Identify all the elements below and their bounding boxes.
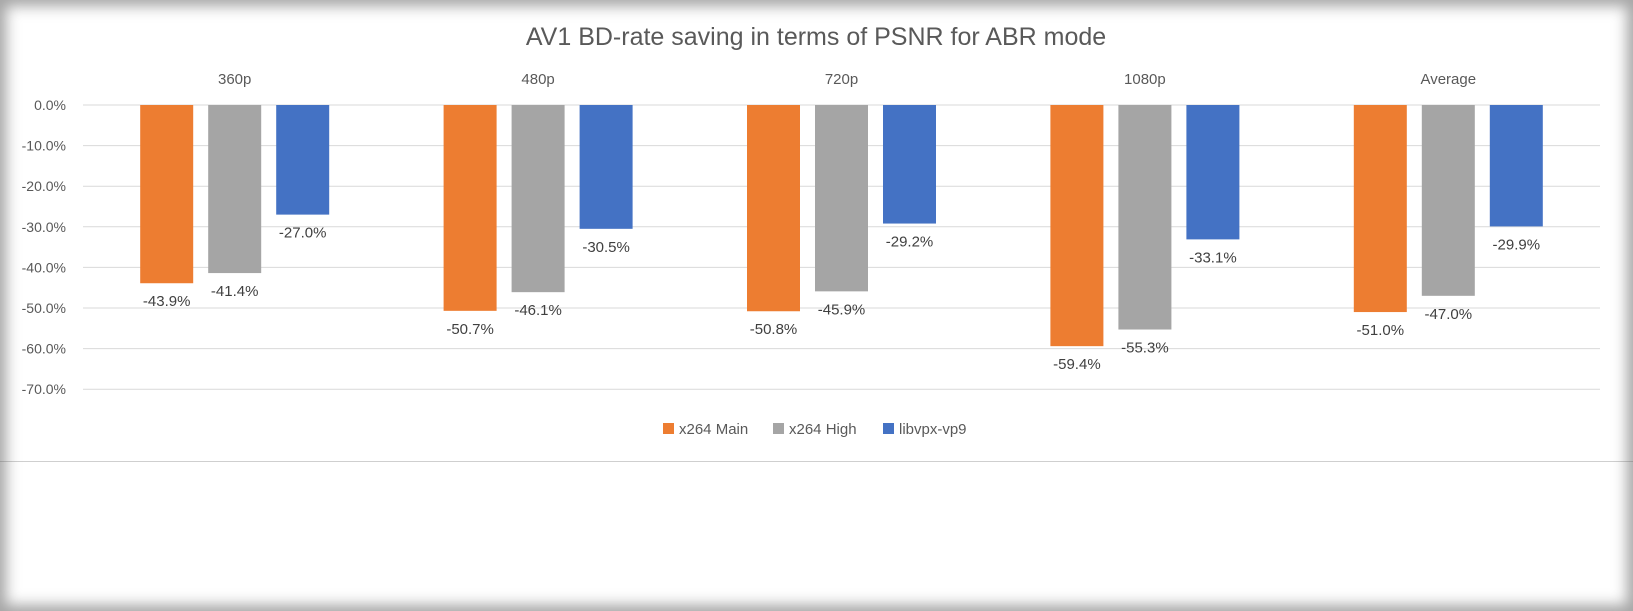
bar — [1489, 105, 1543, 227]
data-label: -50.8% — [750, 321, 798, 338]
data-label: -33.1% — [1189, 249, 1237, 266]
data-label: -41.4% — [211, 283, 259, 300]
y-tick-label: -10.0% — [22, 138, 66, 154]
bar — [140, 105, 194, 284]
category-labels: 360p 480p 720p 1080p Average — [218, 71, 1476, 88]
bars — [140, 105, 1543, 347]
data-label: -51.0% — [1357, 322, 1405, 339]
y-tick-label: -70.0% — [22, 381, 66, 397]
category-label: 360p — [218, 71, 251, 88]
y-axis-ticks: 0.0% -10.0% -20.0% -30.0% -40.0% -50.0% -60.0%… — [22, 97, 66, 397]
bar — [208, 105, 262, 274]
legend-swatch — [883, 423, 894, 434]
data-label: -50.7% — [446, 321, 494, 338]
y-tick-label: 0.0% — [34, 97, 66, 113]
bar — [815, 105, 868, 292]
y-tick-label: -30.0% — [22, 219, 66, 235]
bar — [1050, 105, 1104, 347]
bar — [511, 105, 565, 293]
y-tick-label: -20.0% — [22, 178, 66, 194]
y-tick-label: -50.0% — [22, 300, 66, 316]
data-label: -55.3% — [1121, 340, 1169, 357]
chart-svg: AV1 BD-rate saving in terms of PSNR for … — [22, 23, 1600, 438]
category-label: 480p — [521, 71, 554, 88]
legend: x264 Main x264 High libvpx-vp9 — [663, 421, 967, 438]
legend-label: libvpx-vp9 — [899, 421, 967, 438]
bar — [747, 105, 800, 312]
bar — [1186, 105, 1240, 240]
category-label: 720p — [825, 71, 858, 88]
y-tick-label: -60.0% — [22, 341, 66, 357]
data-label: -29.2% — [886, 234, 934, 251]
chart-title: AV1 BD-rate saving in terms of PSNR for … — [526, 23, 1106, 51]
legend-swatch — [773, 423, 784, 434]
bar — [579, 105, 633, 229]
legend-label: x264 High — [789, 421, 857, 438]
data-label: -27.0% — [279, 225, 327, 242]
y-tick-label: -40.0% — [22, 259, 66, 275]
chart-area: AV1 BD-rate saving in terms of PSNR for … — [21, 23, 1600, 438]
data-label: -59.4% — [1053, 356, 1101, 373]
category-label: Average — [1420, 71, 1476, 88]
data-label: -46.1% — [514, 302, 562, 319]
bar — [443, 105, 497, 311]
bar — [276, 105, 330, 215]
data-label: -45.9% — [818, 301, 866, 318]
data-label: -29.9% — [1493, 236, 1541, 253]
chart-bottom-divider — [0, 461, 1633, 462]
data-label: -30.5% — [582, 239, 630, 256]
bar — [1421, 105, 1475, 296]
bar — [1118, 105, 1172, 330]
data-label: -43.9% — [143, 293, 191, 310]
bar — [883, 105, 936, 224]
data-labels: -43.9% -41.4% -27.0% -50.7% -46.1% -30.5% -50.… — [143, 225, 1540, 374]
category-label: 1080p — [1124, 71, 1166, 88]
legend-label: x264 Main — [679, 421, 748, 438]
bar — [1353, 105, 1407, 313]
legend-swatch — [663, 423, 674, 434]
data-label: -47.0% — [1425, 306, 1473, 323]
